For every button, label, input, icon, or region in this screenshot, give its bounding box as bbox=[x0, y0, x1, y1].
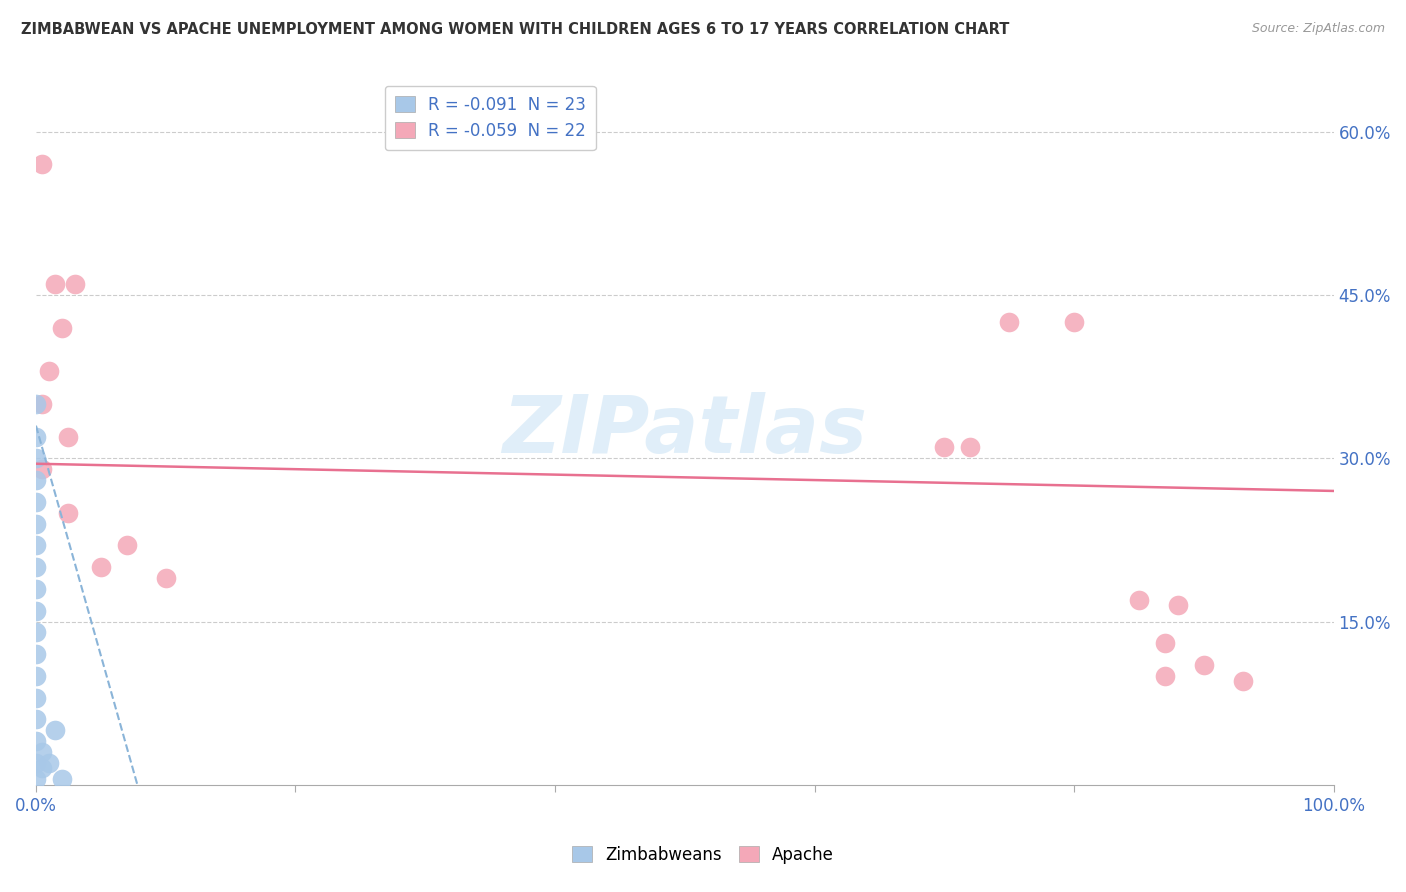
Point bbox=[1154, 669, 1177, 683]
Point bbox=[90, 560, 112, 574]
Point bbox=[25, 429, 48, 443]
Point bbox=[38, 364, 60, 378]
Point bbox=[25, 756, 48, 770]
Point bbox=[25, 647, 48, 661]
Point bbox=[1154, 636, 1177, 650]
Legend: R = -0.091  N = 23, R = -0.059  N = 22: R = -0.091 N = 23, R = -0.059 N = 22 bbox=[384, 86, 596, 150]
Point bbox=[1232, 674, 1254, 689]
Point bbox=[25, 772, 48, 787]
Point bbox=[25, 713, 48, 727]
Point bbox=[31, 157, 53, 171]
Point bbox=[44, 277, 66, 292]
Point bbox=[25, 582, 48, 596]
Point bbox=[25, 495, 48, 509]
Point bbox=[25, 451, 48, 466]
Point bbox=[1192, 658, 1215, 673]
Point bbox=[58, 429, 80, 443]
Text: ZIMBABWEAN VS APACHE UNEMPLOYMENT AMONG WOMEN WITH CHILDREN AGES 6 TO 17 YEARS C: ZIMBABWEAN VS APACHE UNEMPLOYMENT AMONG … bbox=[21, 22, 1010, 37]
Point bbox=[998, 315, 1021, 329]
Legend: Zimbabweans, Apache: Zimbabweans, Apache bbox=[565, 839, 841, 871]
Point bbox=[51, 772, 73, 787]
Point bbox=[959, 441, 981, 455]
Point bbox=[25, 516, 48, 531]
Point bbox=[1128, 592, 1150, 607]
Point bbox=[1063, 315, 1085, 329]
Point bbox=[25, 560, 48, 574]
Text: Source: ZipAtlas.com: Source: ZipAtlas.com bbox=[1251, 22, 1385, 36]
Point bbox=[115, 538, 138, 552]
Point bbox=[31, 761, 53, 775]
Point bbox=[25, 604, 48, 618]
Point bbox=[31, 462, 53, 476]
Point bbox=[44, 723, 66, 738]
Point bbox=[25, 397, 48, 411]
Text: ZIPatlas: ZIPatlas bbox=[502, 392, 868, 470]
Point bbox=[155, 571, 177, 585]
Point bbox=[25, 669, 48, 683]
Point bbox=[63, 277, 86, 292]
Point bbox=[31, 397, 53, 411]
Point bbox=[25, 538, 48, 552]
Point bbox=[25, 734, 48, 748]
Point bbox=[38, 756, 60, 770]
Point bbox=[31, 745, 53, 759]
Point bbox=[25, 473, 48, 487]
Point bbox=[25, 625, 48, 640]
Point bbox=[934, 441, 956, 455]
Point bbox=[25, 690, 48, 705]
Point bbox=[1167, 598, 1189, 612]
Point bbox=[58, 506, 80, 520]
Point bbox=[51, 320, 73, 334]
